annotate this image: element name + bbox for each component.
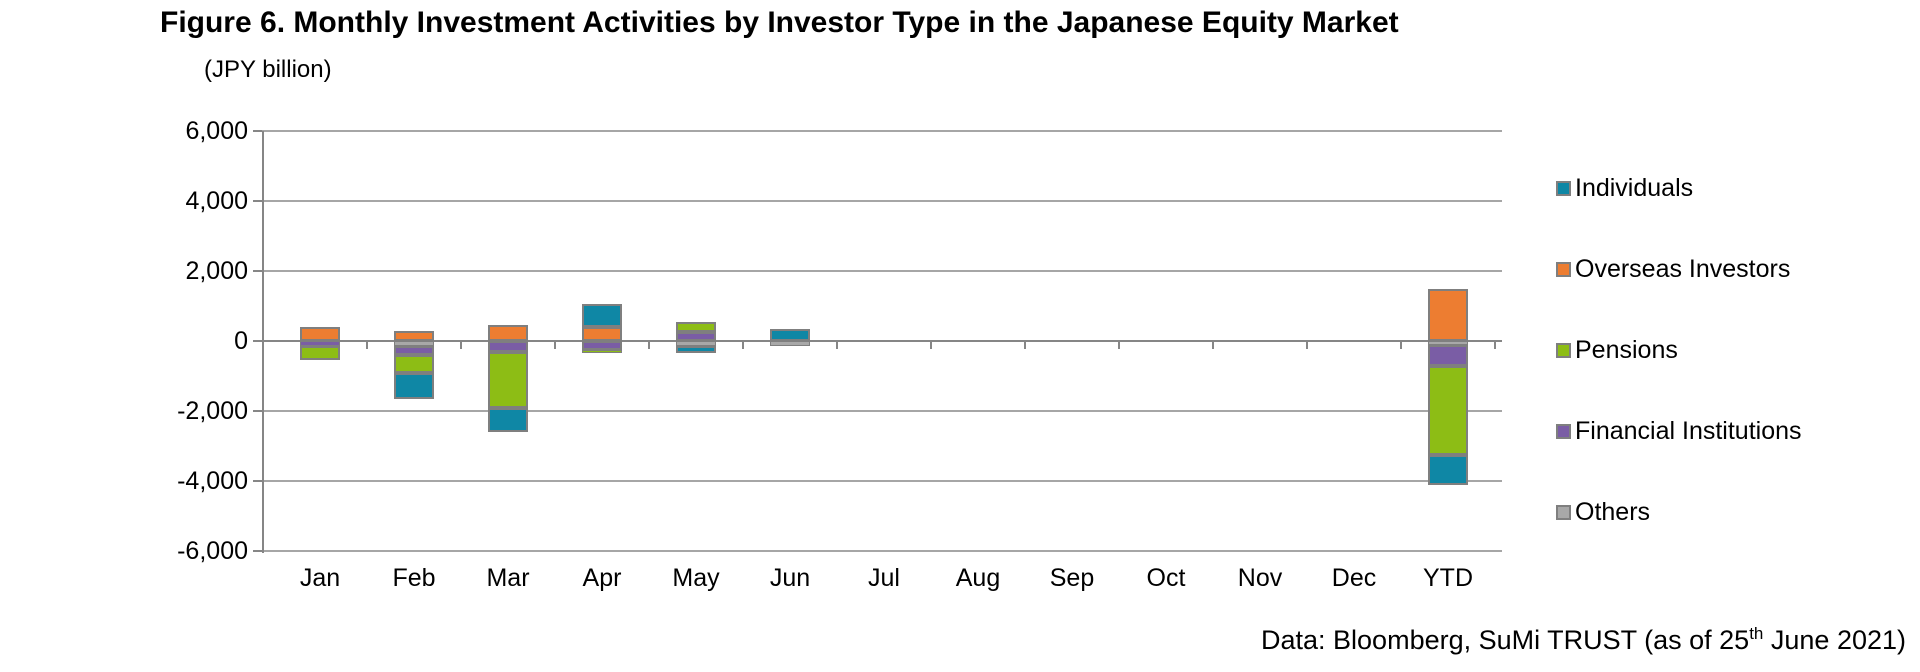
- bar-segment-ytd-financial-institutions: [1428, 344, 1468, 366]
- bar-segment-feb-individuals: [394, 372, 434, 399]
- y-axis-tick: [253, 130, 262, 132]
- x-axis-tick: [836, 341, 838, 349]
- x-axis-label-jul: Jul: [868, 564, 900, 592]
- legend-swatch-individuals: [1556, 180, 1571, 196]
- x-axis-tick: [1212, 341, 1214, 349]
- x-axis-tick: [1494, 341, 1496, 349]
- x-axis-tick: [554, 341, 556, 349]
- x-axis-label-jun: Jun: [769, 564, 811, 592]
- bar-segment-mar-overseas-investors: [488, 325, 528, 341]
- x-axis-label-jan: Jan: [299, 564, 341, 592]
- y-axis-tick-label: 4,000: [185, 187, 248, 215]
- legend-item-overseas-investors: Overseas Investors: [1556, 253, 1790, 285]
- y-axis-tick-label: -6,000: [177, 537, 248, 565]
- x-axis-tick: [742, 341, 744, 349]
- bar-segment-may-financial-institutions: [676, 332, 716, 341]
- data-source-text: Data: Bloomberg, SuMi TRUST (as of 25: [1261, 625, 1750, 655]
- gridline: [262, 270, 1502, 272]
- x-axis-tick: [460, 341, 462, 349]
- y-axis-tick-label: 6,000: [185, 117, 248, 145]
- y-axis-tick-label: 2,000: [185, 257, 248, 285]
- y-axis-tick: [253, 480, 262, 482]
- x-axis-zero-line: [262, 340, 1502, 342]
- y-axis-tick: [253, 550, 262, 552]
- legend-swatch-others: [1556, 504, 1571, 520]
- y-axis-line: [262, 131, 264, 553]
- legend-item-pensions: Pensions: [1556, 334, 1678, 366]
- gridline: [262, 550, 1502, 552]
- legend-item-individuals: Individuals: [1556, 172, 1693, 204]
- bar-segment-may-others: [676, 341, 716, 347]
- y-axis-tick: [253, 340, 262, 342]
- x-axis-tick: [1024, 341, 1026, 349]
- x-axis-label-may: May: [672, 564, 720, 592]
- bar-segment-mar-financial-institutions: [488, 341, 528, 352]
- bar-segment-mar-individuals: [488, 407, 528, 432]
- y-axis-tick-label: 0: [234, 327, 248, 355]
- y-axis-tick: [253, 200, 262, 202]
- legend-item-financial-institutions: Financial Institutions: [1556, 415, 1802, 447]
- x-axis-tick: [366, 341, 368, 349]
- gridline: [262, 200, 1502, 202]
- x-axis-tick: [1118, 341, 1120, 349]
- x-axis-label-oct: Oct: [1146, 564, 1186, 592]
- legend-item-others: Others: [1556, 496, 1650, 528]
- y-axis-tick: [253, 410, 262, 412]
- bar-segment-jun-individuals: [770, 328, 810, 341]
- data-source-note: Data: Bloomberg, SuMi TRUST (as of 25th …: [1261, 624, 1906, 656]
- legend-swatch-pensions: [1556, 342, 1571, 358]
- bar-segment-ytd-others: [1428, 341, 1468, 345]
- bar-segment-ytd-overseas-investors: [1428, 288, 1468, 341]
- bar-segment-jan-overseas-investors: [300, 327, 340, 341]
- x-axis-tick: [648, 341, 650, 349]
- y-axis-tick: [253, 270, 262, 272]
- legend-swatch-overseas-investors: [1556, 261, 1571, 277]
- x-axis-label-feb: Feb: [392, 564, 436, 592]
- bar-segment-apr-individuals: [582, 304, 622, 327]
- bar-segment-may-individuals: [676, 346, 716, 354]
- bar-segment-feb-others: [394, 341, 434, 347]
- x-axis-label-sep: Sep: [1049, 564, 1095, 592]
- bar-segment-apr-pensions: [582, 349, 622, 354]
- bar-segment-feb-overseas-investors: [394, 330, 434, 341]
- figure-title: Figure 6. Monthly Investment Activities …: [160, 6, 1399, 39]
- legend-label-others: Others: [1575, 497, 1651, 526]
- bar-segment-apr-financial-institutions: [582, 341, 622, 350]
- x-axis-label-nov: Nov: [1237, 564, 1283, 592]
- legend-label-individuals: Individuals: [1575, 173, 1694, 202]
- data-source-superscript: th: [1749, 624, 1764, 643]
- x-axis-tick: [1306, 341, 1308, 349]
- bar-segment-apr-overseas-investors: [582, 327, 622, 341]
- legend-label-financial-institutions: Financial Institutions: [1575, 416, 1802, 445]
- x-axis-label-mar: Mar: [486, 564, 530, 592]
- bar-segment-jun-others: [770, 341, 810, 347]
- bar-segment-mar-pensions: [488, 351, 528, 408]
- x-axis-label-dec: Dec: [1331, 564, 1377, 592]
- gridline: [262, 130, 1502, 132]
- bar-segment-feb-pensions: [394, 355, 434, 373]
- x-axis-label-aug: Aug: [955, 564, 1001, 592]
- legend-swatch-financial-institutions: [1556, 423, 1571, 439]
- x-axis-tick: [1400, 341, 1402, 349]
- y-axis-unit-label: (JPY billion): [204, 56, 332, 83]
- y-axis-tick-label: -4,000: [177, 467, 248, 495]
- bar-segment-feb-financial-institutions: [394, 346, 434, 355]
- data-source-text-suffix: June 2021): [1763, 625, 1906, 655]
- bar-segment-ytd-pensions: [1428, 365, 1468, 455]
- x-axis-label-apr: Apr: [582, 564, 622, 592]
- bar-segment-jan-financial-institutions: [300, 341, 340, 347]
- x-axis-tick: [930, 341, 932, 349]
- gridline: [262, 480, 1502, 482]
- bar-segment-ytd-individuals: [1428, 454, 1468, 485]
- legend-label-overseas-investors: Overseas Investors: [1575, 254, 1791, 283]
- x-axis-label-ytd: YTD: [1423, 564, 1473, 592]
- bar-segment-jan-pensions: [300, 346, 340, 361]
- bar-segment-may-pensions: [676, 321, 716, 333]
- gridline: [262, 410, 1502, 412]
- legend-label-pensions: Pensions: [1575, 335, 1678, 364]
- y-axis-tick-label: -2,000: [177, 397, 248, 425]
